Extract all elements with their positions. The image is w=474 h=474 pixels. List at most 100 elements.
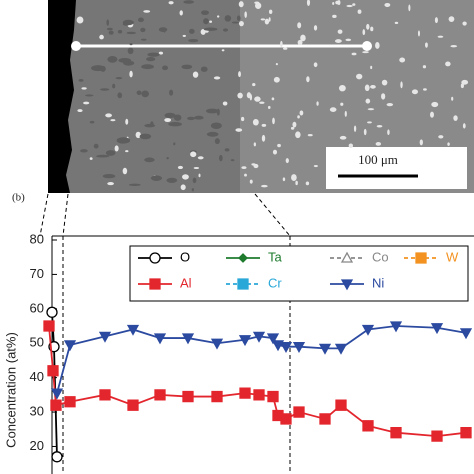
marker xyxy=(210,338,224,350)
marker xyxy=(46,306,58,318)
speckle xyxy=(460,83,464,89)
marker xyxy=(182,390,194,403)
speckle xyxy=(107,55,118,63)
speckle xyxy=(182,174,189,180)
speckle xyxy=(192,177,197,184)
speckle xyxy=(238,1,244,8)
speckle xyxy=(200,66,208,72)
speckle xyxy=(222,101,228,106)
speckle xyxy=(192,71,199,78)
speckle xyxy=(125,150,129,153)
speckle xyxy=(411,89,419,95)
speckle xyxy=(241,166,247,169)
speckle xyxy=(295,131,301,139)
speckle xyxy=(357,9,362,14)
speckle xyxy=(117,29,123,34)
speckle xyxy=(462,21,467,26)
speckle xyxy=(253,142,257,147)
speckle xyxy=(235,128,243,132)
speckle xyxy=(384,2,391,8)
scan-start xyxy=(71,41,81,51)
legend-label: Cr xyxy=(268,275,282,290)
speckle xyxy=(241,116,245,122)
speckle xyxy=(140,27,146,33)
speckle xyxy=(146,57,156,62)
y-tick-label: 20 xyxy=(30,438,44,453)
speckle xyxy=(297,22,302,29)
speckle xyxy=(437,35,444,38)
speckle xyxy=(100,88,110,91)
speckle xyxy=(339,135,347,140)
speckle xyxy=(431,101,439,108)
speckle xyxy=(375,41,380,49)
speckle xyxy=(76,16,84,24)
legend-box xyxy=(129,245,469,302)
speckle xyxy=(179,10,183,16)
speckle xyxy=(252,118,259,126)
speckle xyxy=(251,163,256,166)
speckle xyxy=(259,101,265,104)
speckle xyxy=(448,16,455,22)
speckle xyxy=(272,117,275,125)
speckle xyxy=(376,124,383,128)
speckle xyxy=(150,175,163,181)
speckle xyxy=(292,121,297,128)
speckle xyxy=(313,62,318,68)
speckle xyxy=(364,84,370,92)
speckle xyxy=(370,65,373,70)
legend-label: O xyxy=(180,249,190,264)
speckle xyxy=(282,177,286,182)
speckle xyxy=(461,79,469,85)
marker xyxy=(253,389,265,401)
speckle xyxy=(340,102,344,106)
speckle xyxy=(332,1,335,5)
marker xyxy=(127,399,139,411)
speckle xyxy=(425,42,428,48)
speckle xyxy=(370,85,376,89)
marker xyxy=(430,323,444,335)
speckle xyxy=(110,119,116,122)
speckle xyxy=(246,92,252,99)
legend-label: Al xyxy=(180,275,192,290)
speckle xyxy=(93,143,99,149)
speckle xyxy=(230,159,235,162)
marker xyxy=(237,278,249,290)
speckle xyxy=(231,21,239,24)
speckle xyxy=(285,158,289,164)
speckle xyxy=(91,65,105,72)
marker xyxy=(64,396,76,408)
speckle xyxy=(367,108,375,111)
speckle xyxy=(166,156,169,160)
speckle xyxy=(329,107,337,112)
speckle xyxy=(108,30,114,35)
marker xyxy=(153,333,167,345)
speckle xyxy=(236,15,241,22)
speckle xyxy=(139,133,152,140)
speckle xyxy=(168,122,183,127)
speckle xyxy=(83,101,90,105)
speckle xyxy=(116,137,131,144)
scale-label: 100 μm xyxy=(358,152,398,167)
speckle xyxy=(150,121,154,127)
speckle xyxy=(423,88,427,91)
speckle xyxy=(105,150,116,156)
speckle xyxy=(182,34,186,37)
speckle xyxy=(346,4,353,8)
speckle xyxy=(127,47,134,55)
speckle xyxy=(214,138,220,145)
speckle xyxy=(363,128,367,136)
speckle xyxy=(89,120,95,124)
speckle xyxy=(344,110,347,117)
marker xyxy=(50,399,62,411)
speckle xyxy=(180,184,186,191)
speckle xyxy=(451,96,454,101)
scale-box xyxy=(326,147,467,189)
speckle xyxy=(106,27,113,31)
speckle xyxy=(334,39,342,43)
speckle xyxy=(166,177,178,183)
speckle xyxy=(370,26,374,32)
speckle xyxy=(224,15,232,22)
speckle xyxy=(337,29,343,34)
scan-end xyxy=(362,41,372,51)
speckle xyxy=(173,142,176,146)
